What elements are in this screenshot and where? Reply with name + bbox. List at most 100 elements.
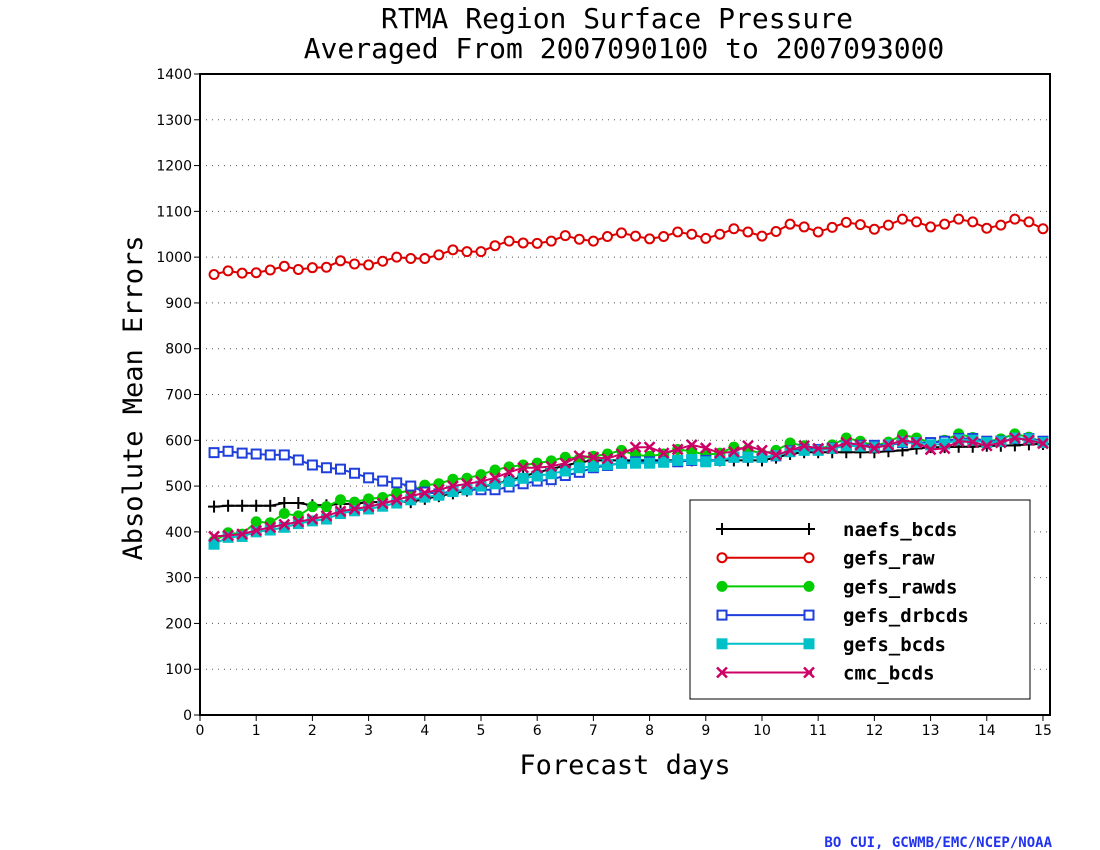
data-point-gefs_drbcds (250, 448, 262, 460)
data-point-cmc_bcds (334, 505, 347, 518)
data-point-cmc_bcds (545, 460, 558, 473)
data-point-gefs_bcds (236, 530, 248, 542)
data-point-naefs_bcds (250, 499, 263, 512)
data-point-gefs_raw (854, 219, 866, 231)
data-point-gefs_raw (419, 253, 431, 265)
data-point-cmc_bcds (798, 439, 811, 452)
data-point-gefs_bcds (630, 457, 642, 469)
data-point-cmc_bcds (1023, 434, 1035, 447)
data-point-gefs_bcds (587, 460, 599, 472)
data-point-gefs_bcds (264, 524, 276, 536)
data-point-gefs_raw (882, 219, 894, 231)
data-point-cmc_bcds (531, 461, 544, 474)
data-point-cmc_bcds (208, 530, 220, 543)
data-point-naefs_bcds (264, 499, 277, 512)
data-point-gefs_raw (587, 235, 599, 247)
x-tick-label: 8 (645, 723, 654, 739)
data-point-cmc_bcds (770, 449, 782, 461)
legend-marker (716, 523, 728, 535)
x-axis-ticks: 0 1 2 3 4 5 6 7 8 9 10 11 12 13 14 15 (196, 715, 1052, 739)
legend-marker (803, 552, 815, 564)
data-point-gefs_raw (644, 233, 656, 245)
data-point-cmc_bcds (910, 436, 923, 449)
legend-marker (716, 666, 728, 679)
plot-frame (199, 73, 1051, 716)
data-point-cmc_bcds (657, 447, 670, 459)
legend-marker (716, 609, 728, 621)
data-point-cmc_bcds (756, 444, 768, 457)
y-axis-ticks: 0 100 200 300 400 500 600 700 800 900 1000 1100 1200… (156, 67, 200, 724)
data-point-gefs_bcds (531, 470, 543, 482)
series-cmc_bcds (208, 432, 1049, 543)
y-tick-label: 700 (165, 388, 192, 404)
x-tick-label: 3 (364, 723, 373, 739)
data-point-gefs_bcds (840, 440, 852, 452)
data-point-gefs_drbcds (349, 467, 361, 479)
data-point-cmc_bcds (517, 461, 530, 474)
data-point-gefs_drbcds (363, 472, 375, 484)
data-point-gefs_raw (531, 237, 543, 249)
data-point-gefs_bcds (208, 538, 220, 550)
data-point-gefs_bcds (812, 444, 824, 456)
data-point-gefs_raw (1037, 223, 1049, 235)
data-point-cmc_bcds (461, 477, 473, 490)
data-point-gefs_raw (784, 218, 796, 230)
data-point-gefs_raw (545, 235, 557, 247)
data-point-cmc_bcds (966, 436, 979, 449)
legend-marker (716, 638, 728, 650)
data-point-gefs_raw (292, 264, 304, 276)
data-point-cmc_bcds (250, 524, 263, 537)
data-point-gefs_raw (812, 226, 824, 238)
data-point-gefs_raw (573, 233, 585, 245)
data-point-cmc_bcds (980, 439, 993, 452)
data-point-cmc_bcds (573, 449, 586, 462)
data-point-cmc_bcds (418, 487, 431, 499)
data-point-cmc_bcds (952, 435, 965, 448)
legend-marker (803, 609, 815, 621)
x-tick-label: 14 (978, 723, 996, 739)
data-point-cmc_bcds (812, 442, 825, 455)
x-tick-label: 0 (196, 723, 205, 739)
data-point-gefs_raw (405, 253, 417, 265)
data-point-gefs_bcds (686, 454, 698, 466)
data-point-cmc_bcds (404, 490, 417, 503)
legend-marker (803, 638, 815, 650)
data-point-gefs_drbcds (236, 447, 248, 459)
data-point-gefs_rawds (278, 508, 290, 520)
data-point-gefs_bcds (672, 454, 684, 466)
x-tick-label: 13 (922, 723, 940, 739)
data-point-gefs_bcds (644, 457, 656, 469)
data-point-gefs_raw (770, 226, 782, 238)
data-point-cmc_bcds (713, 447, 726, 459)
series-gefs_raw (208, 213, 1049, 281)
data-point-cmc_bcds (306, 513, 319, 525)
y-tick-label: 100 (165, 662, 192, 678)
data-point-cmc_bcds (489, 471, 501, 484)
x-tick-label: 11 (809, 723, 827, 739)
data-point-cmc_bcds (264, 521, 277, 534)
data-point-gefs_raw (250, 267, 262, 279)
chart-title-line2: Averaged From 2007090100 to 2007093000 (304, 32, 945, 65)
data-point-cmc_bcds (601, 452, 614, 465)
data-point-gefs_raw (896, 213, 908, 225)
legend-marker (716, 580, 728, 592)
data-point-gefs_rawds (320, 501, 332, 513)
data-point-cmc_bcds (348, 503, 361, 515)
legend-label: gefs_bcds (843, 634, 946, 656)
data-point-cmc_bcds (587, 451, 600, 464)
legend-item-gefs_bcds: gefs_bcds (716, 634, 946, 656)
data-point-gefs_raw (334, 255, 346, 267)
data-point-cmc_bcds (868, 442, 881, 454)
data-point-gefs_raw (1023, 216, 1035, 228)
data-point-gefs_raw (503, 235, 515, 247)
data-point-gefs_bcds (545, 468, 557, 480)
y-tick-label: 1000 (156, 250, 192, 266)
data-point-cmc_bcds (784, 444, 796, 457)
data-point-gefs_raw (798, 221, 810, 233)
data-point-gefs_raw (559, 230, 571, 242)
data-point-gefs_bcds (391, 497, 403, 509)
data-point-gefs_bcds (714, 454, 726, 466)
data-point-gefs_bcds (503, 475, 515, 487)
data-point-gefs_raw (967, 216, 979, 228)
data-point-cmc_bcds (699, 442, 712, 454)
